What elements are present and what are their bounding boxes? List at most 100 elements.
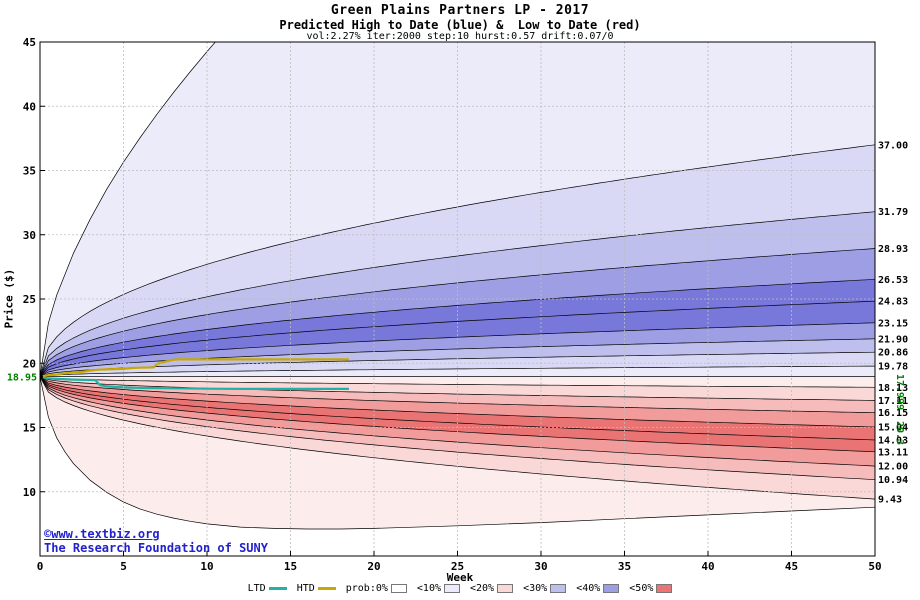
plot-area xyxy=(40,42,875,530)
right-price-label: 18.13 xyxy=(878,383,908,394)
right-price-label: 28.93 xyxy=(878,244,908,255)
high-prob-band-7 xyxy=(40,338,875,377)
high-prob-band-5 xyxy=(40,301,875,377)
right-price-label: 9.43 xyxy=(878,495,902,506)
low-prob-band-5 xyxy=(40,376,875,452)
legend-label-prob0: prob:0% xyxy=(345,583,388,594)
legend-label-ltd: LTD xyxy=(247,583,266,594)
right-price-label: 31.79 xyxy=(878,207,908,218)
x-tick-label: 0 xyxy=(37,560,44,573)
legend-item-p10: <10% xyxy=(417,583,460,594)
high-prob-band-6 xyxy=(40,322,875,377)
legend-item-p30: <30% xyxy=(523,583,567,594)
legend-label-p30: <30% xyxy=(523,583,548,594)
legend-item-p20: <20% xyxy=(470,583,514,594)
low-prob-band-9 xyxy=(40,376,875,529)
legend-item-p50: <50% xyxy=(629,583,673,594)
legend-swatch-p10 xyxy=(444,584,460,593)
band-boundary-line xyxy=(40,376,875,530)
band-boundary-line xyxy=(40,376,875,481)
band-boundary-line xyxy=(40,365,875,378)
right-price-label: 16.15 xyxy=(878,408,908,419)
high-prob-band-0 xyxy=(40,42,875,377)
legend-swatch-htd xyxy=(317,587,336,590)
x-tick-label: 30 xyxy=(534,560,547,573)
high-prob-band-1 xyxy=(40,144,875,377)
legend-swatch-ltd xyxy=(268,587,287,590)
y-tick-label: 10 xyxy=(23,486,36,499)
right-price-label: 23.15 xyxy=(878,318,908,329)
legend: LTD HTD prob:0% <10% <20% <30% <40% <50% xyxy=(0,583,920,594)
y-tick-label: 40 xyxy=(23,100,36,113)
right-price-label: 26.53 xyxy=(878,275,908,286)
chart-params: vol:2.27% iter:2000 step:10 hurst:0.57 d… xyxy=(306,31,614,42)
band-boundary-line xyxy=(40,376,875,388)
legend-label-p50: <50% xyxy=(629,583,654,594)
htd-current-label: 20.3 xyxy=(894,421,905,445)
low-prob-band-8 xyxy=(40,376,875,500)
x-tick-label: 5 xyxy=(120,560,127,573)
high-prob-band-2 xyxy=(40,211,875,377)
low-prob-band-3 xyxy=(40,376,875,427)
band-boundary-line xyxy=(40,300,875,377)
watermark-org: The Research Foundation of SUNY xyxy=(44,541,268,555)
watermark: ©www.textbiz.org The Research Foundation… xyxy=(44,527,268,555)
x-tick-label: 20 xyxy=(367,560,380,573)
y-tick-label: 20 xyxy=(23,357,36,370)
band-boundary-line xyxy=(40,278,875,377)
legend-item-p40: <40% xyxy=(576,583,620,594)
band-boundary-line xyxy=(40,376,875,428)
y-tick-label: 35 xyxy=(23,165,36,178)
y-tick-label: 45 xyxy=(23,36,36,49)
x-tick-label: 40 xyxy=(701,560,714,573)
legend-swatch-p20 xyxy=(497,584,514,593)
right-price-label: 15.04 xyxy=(878,422,908,433)
x-tick-label: 15 xyxy=(284,560,297,573)
x-tick-label: 35 xyxy=(618,560,631,573)
start-point xyxy=(40,373,43,380)
y-tick-label: 30 xyxy=(23,229,36,242)
x-tick-label: 10 xyxy=(200,560,213,573)
legend-item-prob0: prob:0% xyxy=(346,583,407,594)
x-tick-label: 50 xyxy=(868,560,881,573)
y-axis-title: Price ($) xyxy=(2,268,16,329)
watermark-url[interactable]: ©www.textbiz.org xyxy=(44,527,160,541)
right-price-label: 21.90 xyxy=(878,334,908,345)
legend-swatch-prob0 xyxy=(390,584,407,593)
right-price-label: 14.03 xyxy=(878,435,908,446)
ltd-line xyxy=(40,375,349,390)
x-tick-label: 25 xyxy=(451,560,464,573)
chart-title: Green Plains Partners LP - 2017 xyxy=(330,3,590,18)
right-price-label: 37.00 xyxy=(878,140,908,151)
legend-item-htd: HTD xyxy=(297,583,336,594)
right-price-label: 24.83 xyxy=(878,297,908,308)
legend-item-ltd: LTD xyxy=(248,583,287,594)
band-boundary-line xyxy=(40,42,216,377)
right-price-label: 12.00 xyxy=(878,462,908,473)
legend-swatch-p40 xyxy=(603,584,620,593)
low-prob-band-4 xyxy=(40,376,875,440)
x-tick-label: 45 xyxy=(785,560,798,573)
legend-label-p10: <10% xyxy=(416,583,441,594)
legend-label-htd: HTD xyxy=(296,583,315,594)
x-axis-title: Week xyxy=(446,571,474,584)
chart-subtitle: Predicted High to Date (blue) & Low to D… xyxy=(279,18,641,32)
right-price-label: 13.11 xyxy=(878,447,908,458)
right-price-label: 20.86 xyxy=(878,348,908,359)
low-prob-band-7 xyxy=(40,376,875,480)
low-prob-band-6 xyxy=(40,376,875,467)
high-prob-band-8 xyxy=(40,352,875,377)
high-prob-band-3 xyxy=(40,248,875,377)
y-tick-label: 25 xyxy=(23,293,36,306)
right-price-label: 10.94 xyxy=(878,475,908,486)
htd-line xyxy=(40,358,349,378)
y-tick-label: 15 xyxy=(23,422,36,435)
ltd-current-label: 17.999 xyxy=(894,374,905,410)
legend-label-p20: <20% xyxy=(470,583,495,594)
right-price-label: 19.78 xyxy=(878,362,908,373)
band-boundary-line xyxy=(40,322,875,377)
legend-swatch-p30 xyxy=(550,584,567,593)
high-prob-band-4 xyxy=(40,279,875,377)
